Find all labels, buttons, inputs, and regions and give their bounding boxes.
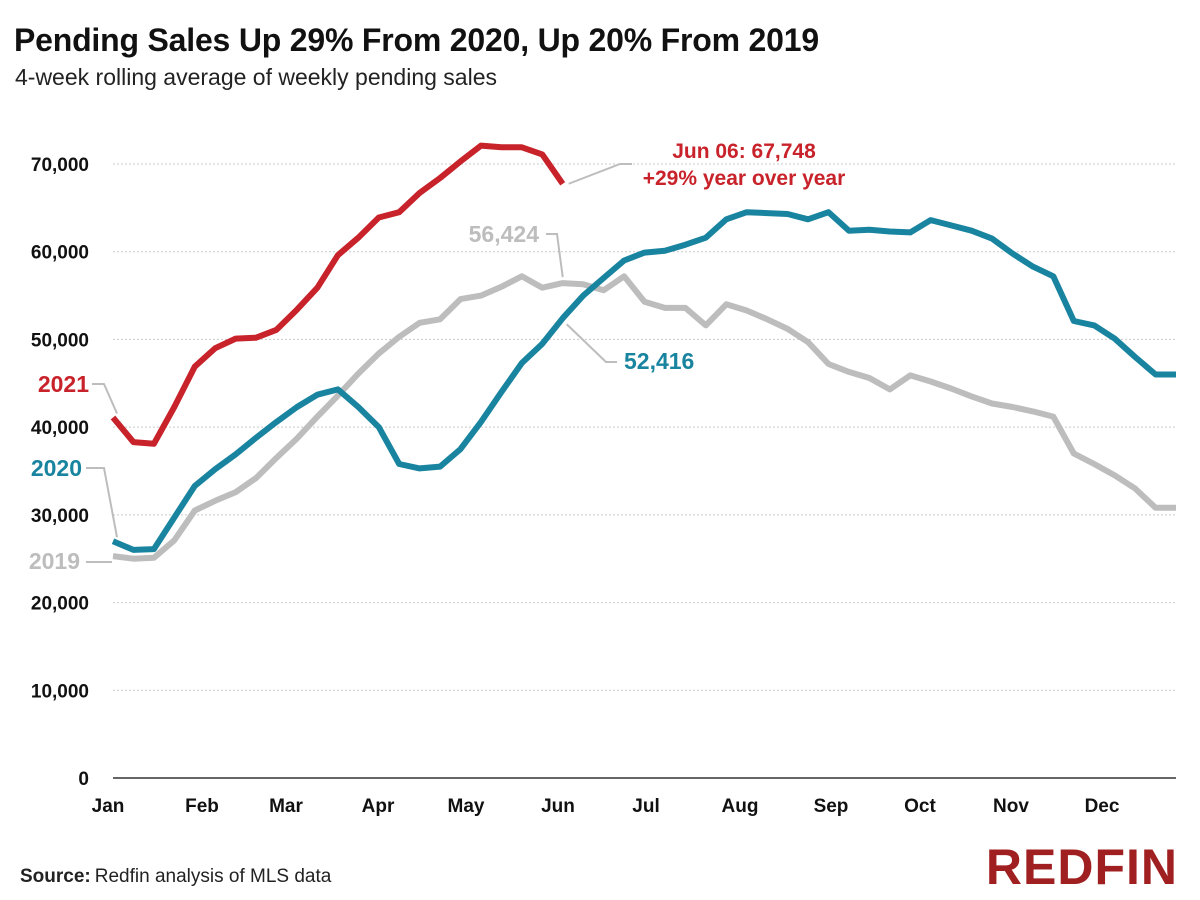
x-tick-label-feb: Feb [185, 796, 219, 817]
x-tick-label-aug: Aug [722, 796, 759, 817]
x-tick-label-nov: Nov [993, 796, 1029, 817]
annotation-2019-value: 56,424 [469, 221, 540, 247]
series-label-2021: 2021 [38, 371, 89, 397]
chart-title: Pending Sales Up 29% From 2020, Up 20% F… [14, 22, 819, 58]
leader-2020-value [566, 323, 617, 363]
x-tick-label-apr: Apr [362, 796, 395, 817]
annotation-2021-yoy: +29% year over year [643, 167, 846, 190]
y-tick-label: 50,000 [31, 330, 89, 351]
y-tick-label: 0 [78, 769, 89, 790]
x-tick-label-jan: Jan [92, 796, 125, 817]
y-tick-label: 70,000 [31, 155, 89, 176]
x-tick-label-jul: Jul [632, 796, 659, 817]
source-note: Source: Redfin analysis of MLS data [20, 866, 331, 888]
x-tick-label-jun: Jun [541, 796, 575, 817]
series-line-2019 [112, 273, 1176, 562]
leader-2020 [86, 467, 118, 538]
chart-subtitle: 4-week rolling average of weekly pending… [15, 64, 498, 90]
x-tick-label-dec: Dec [1085, 796, 1120, 817]
source-label: Source: [20, 866, 91, 887]
series-label-2020: 2020 [31, 455, 82, 481]
y-tick-label: 20,000 [31, 594, 89, 615]
source-text: Redfin analysis of MLS data [94, 866, 332, 887]
y-tick-label: 10,000 [31, 681, 89, 702]
annotation-2021-value: Jun 06: 67,748 [672, 140, 816, 163]
leader-jun06 [568, 163, 632, 185]
x-tick-label-mar: Mar [269, 796, 303, 817]
x-tick-label-sep: Sep [814, 796, 849, 817]
series-line-2021 [110, 142, 566, 447]
redfin-logo: REDFIN [985, 839, 1178, 895]
y-tick-label: 60,000 [31, 243, 89, 264]
series-line-2020 [111, 209, 1176, 553]
series-label-2019: 2019 [29, 548, 80, 574]
leader-2019-value [546, 233, 564, 278]
y-tick-label: 40,000 [31, 418, 89, 439]
x-tick-label-oct: Oct [904, 796, 936, 817]
y-tick-label: 30,000 [31, 506, 89, 527]
x-tick-label-may: May [448, 796, 485, 817]
annotation-2020-value: 52,416 [624, 348, 694, 374]
leader-2021 [92, 383, 118, 414]
